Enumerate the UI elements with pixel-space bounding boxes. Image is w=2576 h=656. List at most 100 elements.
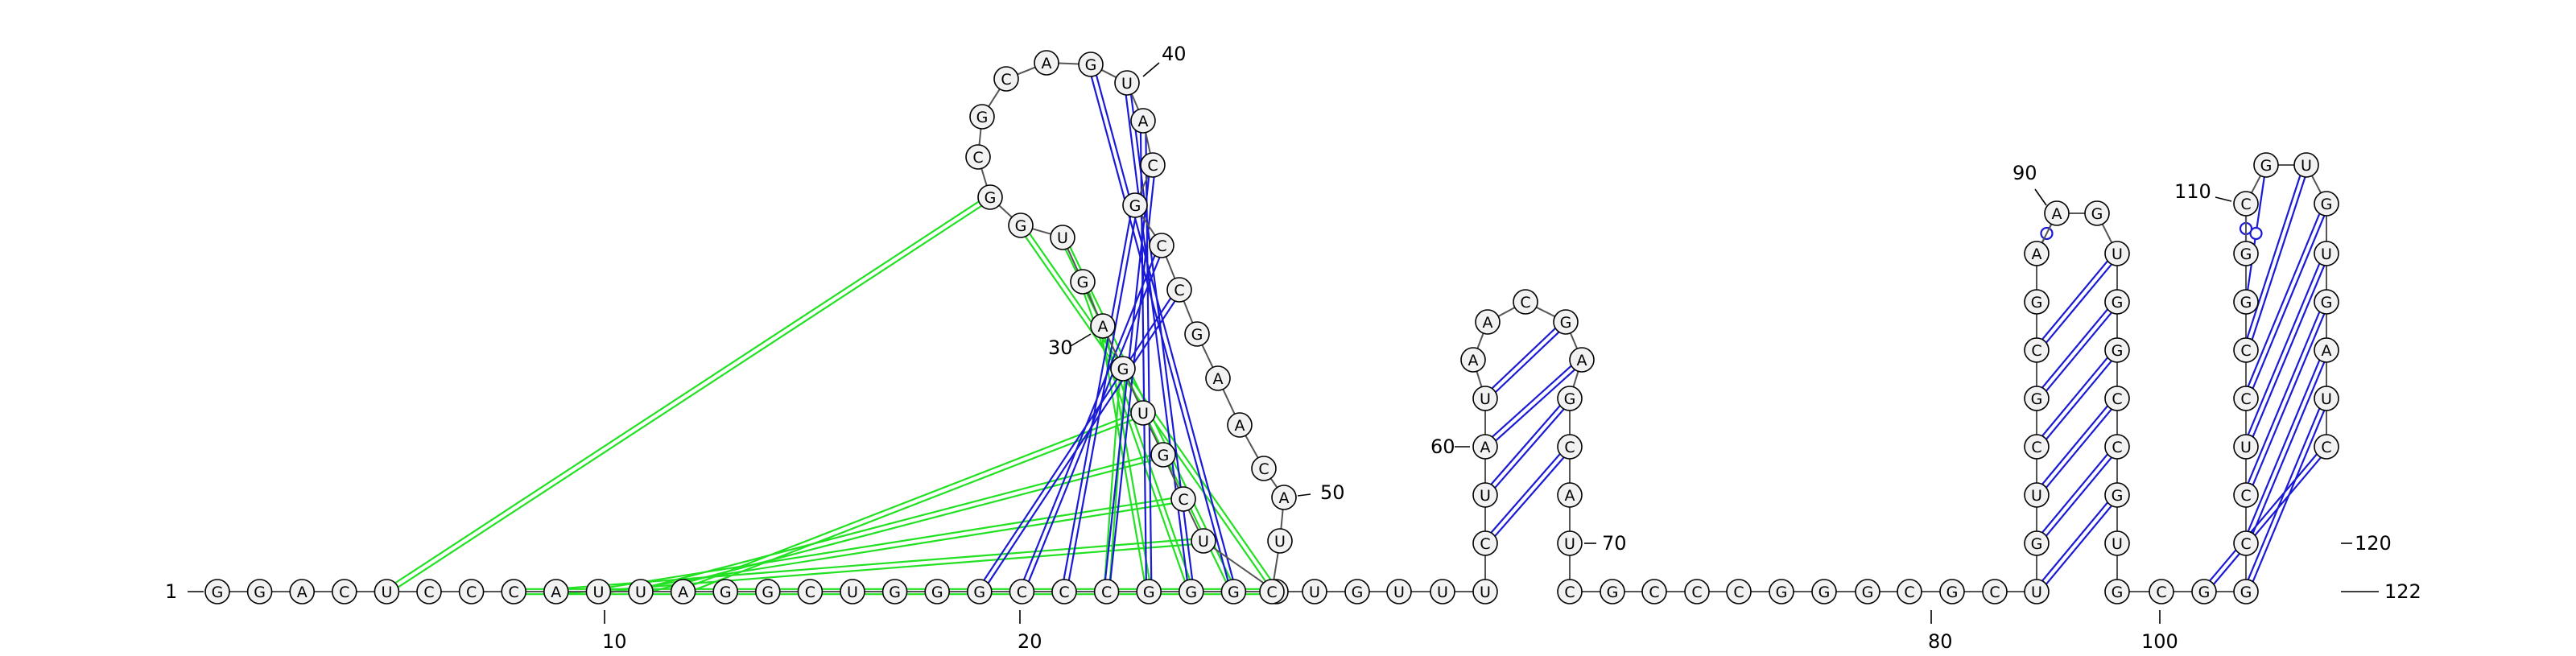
backbone-segment — [1107, 336, 1119, 358]
nucleotide-letter: G — [2240, 294, 2252, 311]
canonical-pair — [1145, 132, 1153, 580]
canonical-pair — [1027, 257, 1161, 582]
nucleotide: G — [1344, 579, 1370, 604]
nucleotide: G — [2024, 289, 2050, 315]
nucleotide-letter: C — [2240, 487, 2251, 505]
nucleotide-letter: G — [1143, 584, 1155, 601]
nucleotide-letter: G — [254, 584, 266, 601]
nucleotide-letter: C — [1178, 491, 1188, 509]
backbone-segment — [1572, 371, 1579, 387]
nucleotide-letter: C — [1564, 439, 1575, 456]
nucleotide-letter: G — [1015, 217, 1027, 235]
nucleotide: G — [2024, 530, 2050, 556]
position-label: 122 — [2384, 580, 2421, 603]
nucleotide: U — [1557, 530, 1583, 556]
canonical-pair — [2041, 357, 2108, 437]
backbone-segment — [1222, 389, 1236, 415]
nucleotide: U — [1130, 400, 1156, 426]
nucleotide-circle — [1811, 579, 1837, 604]
backbone-segment — [1167, 465, 1179, 489]
nucleotide-circle — [2233, 289, 2259, 315]
nucleotide-letter: G — [1564, 390, 1576, 408]
canonical-pair — [2246, 175, 2301, 339]
nucleotide: A — [289, 579, 316, 604]
nucleotide-circle — [1557, 434, 1583, 460]
nucleotide: U — [840, 579, 865, 604]
tertiary-interaction — [1104, 380, 1121, 580]
nucleotide-circle — [628, 579, 654, 604]
nucleotide-circle — [1110, 356, 1136, 382]
nucleotide-circle — [331, 579, 357, 604]
nucleotide-letter: G — [1862, 584, 1874, 601]
nucleotide-letter: G — [2091, 205, 2103, 223]
nucleotide: A — [1227, 412, 1253, 438]
nucleotide-circle — [1569, 347, 1595, 373]
backbone-segment — [1130, 93, 1140, 110]
nucleotide: U — [2233, 434, 2259, 460]
nucleotide-circle — [1684, 579, 1710, 604]
position-tick — [2215, 196, 2232, 202]
backbone-segment — [1535, 306, 1556, 318]
nucleotide-circle — [1179, 579, 1204, 604]
nucleotide-circle — [543, 579, 569, 604]
backbone-segment — [1183, 300, 1194, 324]
canonical-pair — [1494, 408, 1565, 489]
nucleotide: C — [1051, 579, 1077, 604]
tertiary-interaction — [1108, 381, 1126, 580]
nucleotide-circle — [2233, 241, 2259, 266]
nucleotide-circle — [2314, 337, 2339, 363]
nucleotide: C — [331, 579, 357, 604]
nucleotide-letter: G — [2112, 487, 2124, 505]
nucleotide-letter: U — [592, 584, 604, 601]
nucleotide-circle — [2084, 200, 2110, 226]
nucleotide: G — [881, 579, 908, 604]
nucleotide-circle — [1600, 579, 1625, 604]
nucleotide: G — [2104, 579, 2130, 604]
nucleotide-letter: U — [1198, 533, 1209, 551]
nucleotide: C — [458, 579, 485, 604]
nucleotide-circle — [1769, 579, 1794, 604]
backbone-segment — [1100, 68, 1117, 79]
nucleotide: G — [1769, 579, 1794, 604]
nucleotide: U — [1472, 386, 1498, 411]
backbone-segment — [1139, 175, 1149, 195]
canonical-pair — [1490, 405, 1561, 485]
nucleotide-letter: U — [2321, 245, 2332, 263]
base-pairs — [983, 75, 2326, 585]
tertiary-interaction — [568, 538, 1191, 589]
nucleotide-letter: U — [1121, 75, 1133, 93]
nucleotide-circle — [1557, 482, 1583, 508]
nucleotide-letter: A — [2052, 205, 2062, 223]
nucleotide: C — [1140, 152, 1166, 178]
nucleotide-circle — [1090, 313, 1116, 339]
nucleotide-letter: A — [2032, 245, 2042, 263]
nucleotide-circle — [1472, 386, 1498, 411]
nucleotide-letter: A — [1098, 318, 1108, 336]
nucleotide-letter: G — [1946, 584, 1959, 601]
nucleotide-letter: C — [2240, 196, 2251, 213]
backbone-segment — [1187, 510, 1199, 530]
nucleotide: G — [2104, 289, 2130, 315]
nucleotide-circle — [1460, 347, 1486, 373]
nucleotide-letter: G — [889, 584, 901, 601]
nucleotide-circle — [2314, 241, 2339, 266]
nucleotide-letter: C — [1017, 584, 1027, 601]
nucleotide: G — [1553, 309, 1579, 335]
nucleotide-letter: G — [2031, 390, 2043, 408]
nucleotide: A — [1475, 309, 1501, 335]
nucleotide: C — [797, 579, 824, 604]
nucleotide-circle — [1166, 277, 1192, 303]
nucleotide-letter: G — [1776, 584, 1788, 601]
nucleotide-circle — [2104, 241, 2130, 266]
nucleotide: G — [1600, 579, 1625, 604]
position-tick — [1142, 62, 1160, 77]
nucleotide-letter: G — [1228, 584, 1240, 601]
nucleotide-letter: C — [1001, 71, 1011, 89]
nucleotide-circle — [2233, 337, 2259, 363]
nucleotide: U — [2293, 152, 2319, 178]
nucleotide: C — [2149, 579, 2174, 604]
nucleotide-circle — [2314, 289, 2339, 315]
canonical-pair — [2046, 263, 2112, 344]
nucleotide-circle — [2314, 386, 2339, 411]
canonical-pair — [2247, 408, 2321, 580]
